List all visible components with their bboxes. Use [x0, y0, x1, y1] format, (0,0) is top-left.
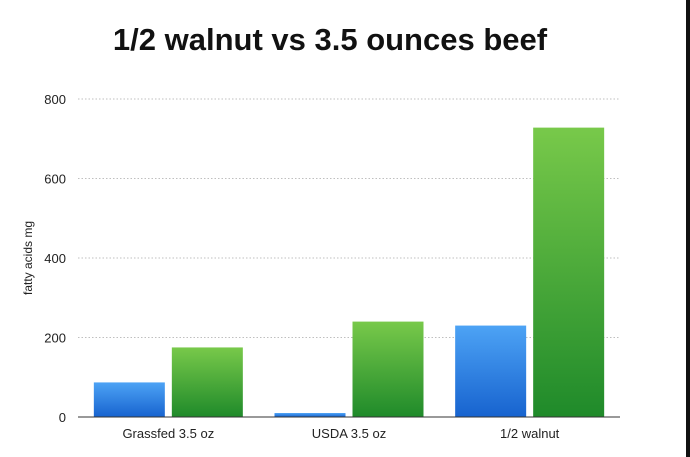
x-tick-label: 1/2 walnut — [500, 426, 560, 441]
y-tick-label: 800 — [44, 92, 66, 107]
y-tick-label: 0 — [59, 410, 66, 425]
bar-series1-0 — [93, 382, 165, 417]
window-edge — [686, 0, 690, 457]
chart-title: 1/2 walnut vs 3.5 ounces beef — [113, 22, 548, 57]
grid — [78, 98, 620, 338]
x-axis-ticks: Grassfed 3.5 oz USDA 3.5 oz 1/2 walnut — [122, 426, 559, 441]
bar-series2-2 — [533, 127, 605, 418]
bar-series2-1 — [352, 321, 424, 417]
y-tick-label: 400 — [44, 251, 66, 266]
y-axis-label: fatty acids mg — [21, 221, 35, 295]
bar-series1-1 — [274, 413, 346, 417]
y-axis-ticks: 0 200 400 600 800 — [44, 92, 66, 425]
bar-series2-0 — [171, 347, 243, 417]
x-tick-label: USDA 3.5 oz — [312, 426, 386, 441]
x-tick-label: Grassfed 3.5 oz — [122, 426, 214, 441]
bars — [93, 127, 605, 418]
bar-series1-2 — [455, 325, 527, 417]
y-tick-label: 600 — [44, 172, 66, 187]
y-tick-label: 200 — [44, 331, 66, 346]
